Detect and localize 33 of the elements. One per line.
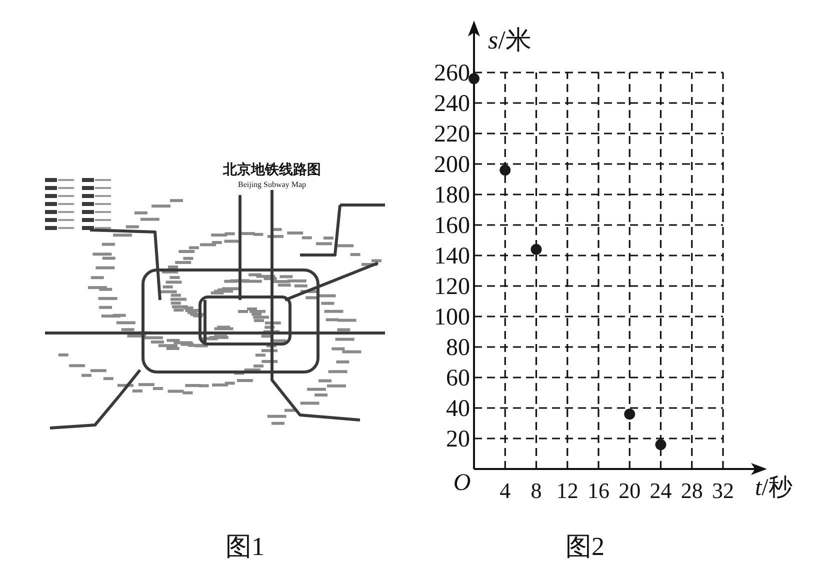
y-tick-label: 160	[434, 213, 470, 239]
point	[500, 164, 511, 176]
x-tick-label: 12	[556, 478, 578, 503]
y-axis-title: s/米	[488, 26, 532, 54]
point	[655, 439, 666, 450]
x-tick-label: 24	[650, 478, 672, 503]
point	[530, 244, 542, 255]
y-tick-label: 60	[446, 366, 470, 392]
x-tick-label: 32	[712, 478, 734, 503]
x-tick-label: 16	[588, 478, 610, 503]
x-tick-label: 20	[618, 478, 641, 503]
y-tick-label: 260	[434, 60, 470, 86]
point	[468, 73, 480, 84]
text: 北京地铁线路图	[222, 161, 321, 178]
y-tick-label: 140	[434, 244, 470, 270]
y-tick-label: 100	[434, 304, 470, 330]
y-tick-label: 80	[446, 335, 470, 361]
y-tick-label: 240	[434, 91, 470, 117]
y-tick-label: 200	[434, 152, 470, 178]
caption: 图1	[226, 532, 264, 561]
caption: 图2	[566, 532, 604, 561]
x-tick-label: 28	[680, 478, 703, 503]
x-tick-label: 4	[500, 478, 511, 503]
x-axis-title: t/秒	[755, 475, 792, 501]
x-tick-label: 8	[530, 478, 542, 503]
y-tick-label: 20	[446, 426, 470, 452]
text: Beijing Subway Map	[238, 180, 306, 189]
y-tick-label: 220	[434, 122, 470, 148]
y-tick-label: 120	[434, 274, 470, 300]
text: O	[453, 470, 471, 496]
point	[624, 408, 636, 420]
y-tick-label: 180	[434, 182, 470, 208]
y-tick-label: 40	[446, 396, 470, 422]
